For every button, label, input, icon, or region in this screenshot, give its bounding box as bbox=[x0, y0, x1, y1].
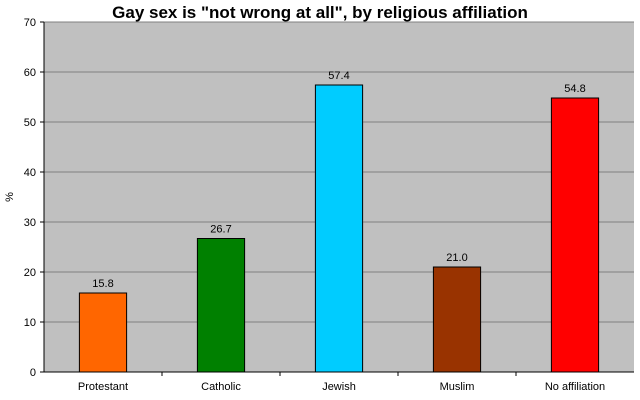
y-tick-label: 60 bbox=[24, 67, 36, 79]
y-tick-label: 70 bbox=[24, 17, 36, 29]
y-tick-label: 0 bbox=[30, 367, 36, 379]
x-tick-label: Jewish bbox=[322, 381, 356, 393]
x-axis-ticks: Protestant Catholic Jewish Muslim No affilia… bbox=[78, 372, 605, 393]
y-tick-label: 40 bbox=[24, 167, 36, 179]
data-label: 15.8 bbox=[92, 278, 113, 290]
data-label: 21.0 bbox=[446, 252, 467, 264]
data-label: 54.8 bbox=[564, 83, 585, 95]
x-tick-label: Muslim bbox=[440, 381, 475, 393]
x-tick-label: Protestant bbox=[78, 381, 128, 393]
data-label: 57.4 bbox=[328, 70, 349, 82]
bars: 15.8 26.7 57.4 21.0 54.8 bbox=[78, 70, 600, 373]
y-tick-label: 30 bbox=[24, 217, 36, 229]
y-tick-label: 10 bbox=[24, 317, 36, 329]
y-axis-label: % bbox=[4, 192, 16, 202]
y-axis-ticks: 0 10 20 30 40 50 60 70 bbox=[24, 17, 44, 379]
bar-jewish bbox=[314, 84, 364, 373]
x-tick-label: No affiliation bbox=[545, 381, 605, 393]
y-tick-label: 50 bbox=[24, 117, 36, 129]
bar-muslim bbox=[432, 266, 482, 373]
data-label: 26.7 bbox=[210, 224, 231, 236]
bar-catholic bbox=[196, 238, 246, 373]
chart-title: Gay sex is "not wrong at all", by religi… bbox=[112, 3, 528, 22]
x-tick-label: Catholic bbox=[201, 381, 241, 393]
bar-no-affiliation bbox=[550, 97, 600, 373]
bar-protestant bbox=[78, 292, 128, 373]
y-tick-label: 20 bbox=[24, 267, 36, 279]
